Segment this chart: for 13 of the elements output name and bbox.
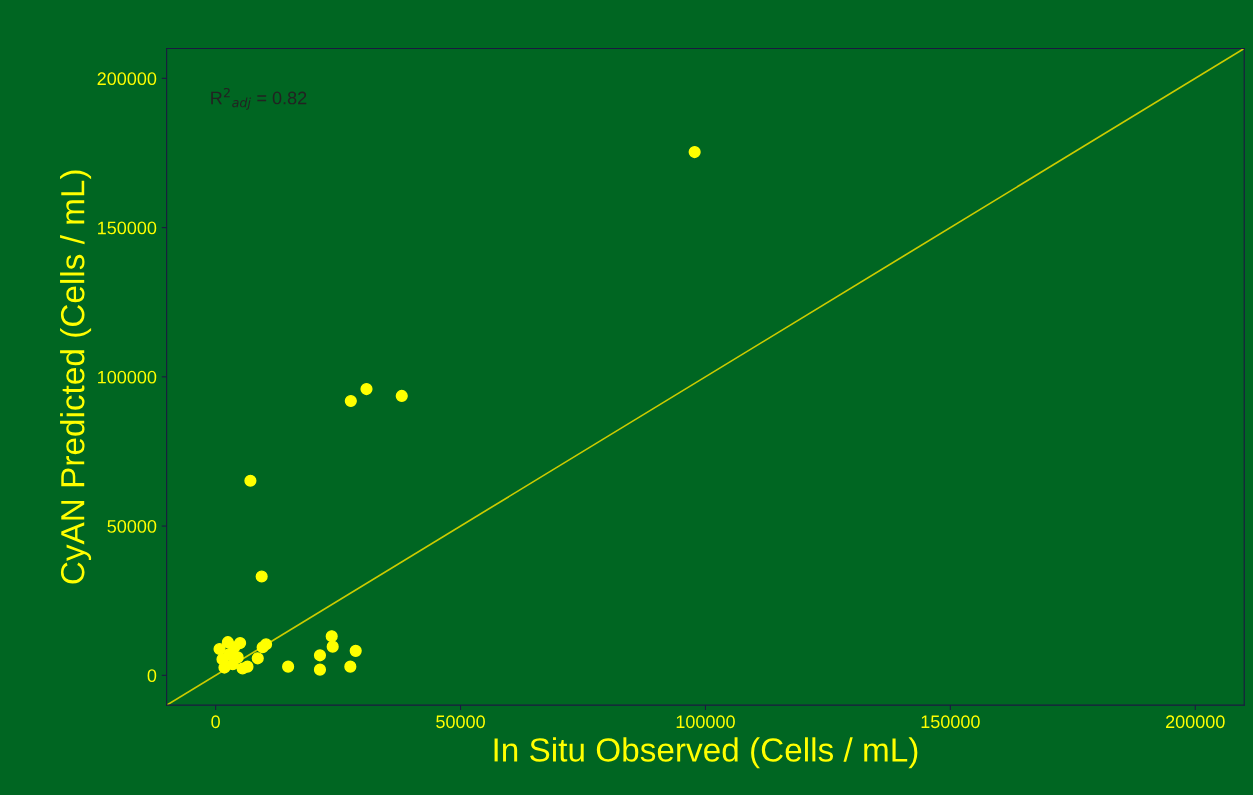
y-tick-label: 50000 [107,520,157,533]
y-axis-title: CyAN Predicted (Cells / mL) [60,170,92,584]
x-axis-title: In Situ Observed (Cells / mL) [494,737,918,769]
y-tick-label: 150000 [98,221,157,235]
y-tick-label: 200000 [97,72,157,86]
x-tick-label: 0 [211,715,220,729]
annotation: R$^{2}$$_{adj}$ = 0.82 [211,87,307,110]
y-tick-label: 100000 [98,370,157,384]
x-tick-label: 150000 [921,715,980,729]
x-tick-label: 50000 [436,715,485,729]
x-tick-label: 200000 [1166,715,1225,729]
y-tick-label: 0 [147,669,157,683]
x-tick-label: 100000 [676,715,735,729]
